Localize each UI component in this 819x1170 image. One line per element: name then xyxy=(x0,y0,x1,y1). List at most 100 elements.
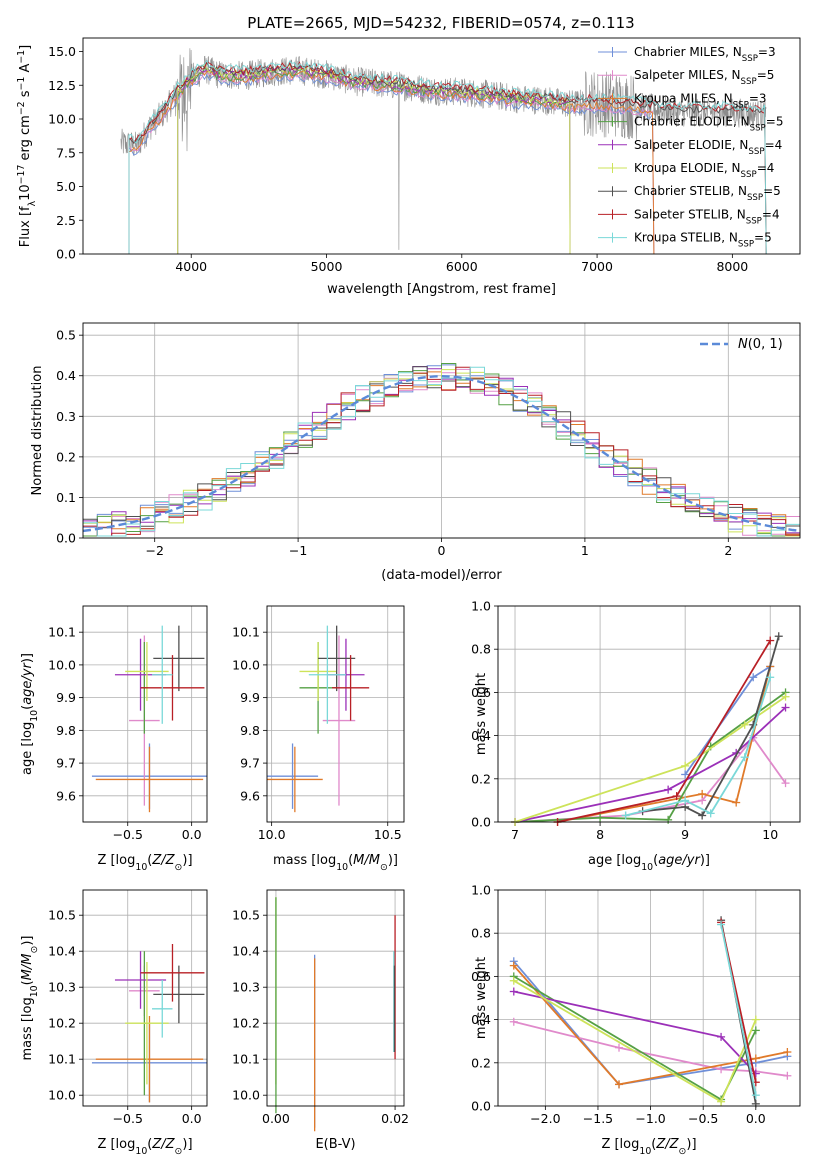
y-tick-label: 0.2 xyxy=(56,449,76,464)
mass_vs_ebv-axis-labels: E(B-V) xyxy=(315,1137,355,1152)
weight-marker-kroupa-miles xyxy=(509,961,518,970)
weight-marker-kroupa-stelib xyxy=(681,796,690,805)
y-tick-label: 0.2 xyxy=(471,771,491,786)
y-tick-label: 0.0 xyxy=(471,1099,491,1114)
spectrum-legend: Chabrier MILES, NSSP=3 Salpeter MILES, NS… xyxy=(598,45,783,250)
weight-marker-salpeter-miles xyxy=(781,779,790,788)
y-axis-label: mass weight xyxy=(474,957,489,1039)
axes-frame xyxy=(266,605,405,823)
age_vs_Z-plot-area xyxy=(91,625,207,813)
weight-line-kroupa-miles xyxy=(513,965,788,1086)
model-spectrum-kroupa-stelib xyxy=(128,59,767,255)
weight-marker-chabrier-miles xyxy=(749,673,758,682)
legend-label-chabrier-elodie: Chabrier ELODIE, NSSP=5 xyxy=(634,115,783,134)
weight-line-salpeter-elodie xyxy=(514,706,787,823)
weight-marker-salpeter-miles xyxy=(509,1017,518,1026)
weight-marker-chabrier-elodie xyxy=(664,815,673,824)
weight-line-kroupa-stelib xyxy=(720,924,757,1096)
y-tick-label: 2.5 xyxy=(56,213,76,228)
age_vs_mass-plot-area xyxy=(267,625,370,813)
legend-label-salpeter-elodie: Salpeter ELODIE, NSSP=4 xyxy=(634,138,782,157)
histogram-kroupa-stelib xyxy=(83,366,800,537)
residuals-plot-area xyxy=(82,363,801,537)
x-tick-label: 7000 xyxy=(581,259,613,274)
y-tick-label: 0.4 xyxy=(471,728,491,743)
y-tick-label: 0.3 xyxy=(56,409,76,424)
y-tick-label: 12.5 xyxy=(48,78,76,93)
x-tick-label: 0.0 xyxy=(182,827,202,842)
y-tick-label: 10.0 xyxy=(232,1088,260,1103)
y-axis-label: Flux [fλ10−17 erg cm−2 s−1 A−1] xyxy=(16,45,38,247)
x-tick-label: −1.5 xyxy=(583,1111,613,1126)
weight_vs_age-axis-labels: age [log10(age/yr)] mass weight xyxy=(474,673,710,873)
x-tick-label: −0.5 xyxy=(113,1111,143,1126)
y-tick-label: 10.0 xyxy=(48,1088,76,1103)
axes-frame xyxy=(497,889,801,1107)
y-tick-label: 7.5 xyxy=(56,145,76,160)
y-axis-label: age [log10(age/yr)] xyxy=(20,653,40,775)
x-tick-label: 2 xyxy=(724,543,732,558)
y-axis-label: mass weight xyxy=(474,673,489,755)
y-tick-label: 10.3 xyxy=(232,980,260,995)
y-tick-label: 10.5 xyxy=(48,908,76,923)
x-tick-label: 6000 xyxy=(446,259,478,274)
y-tick-label: 0.4 xyxy=(471,1012,491,1027)
x-axis-label: Z [log10(Z/Z⊙)] xyxy=(97,853,192,873)
spectrum-axis-labels: wavelength [Angstrom, rest frame] Flux [f… xyxy=(16,45,556,297)
x-tick-label: 0.0 xyxy=(182,1111,202,1126)
weight-marker-kroupa-elodie xyxy=(740,720,749,729)
weight-marker-kroupa-stelib xyxy=(766,673,775,682)
mass_vs_Z-axes: −0.5 0.0 10.0 10.1 10.2 10.3 10.4 10.5 xyxy=(48,890,207,1126)
weight-marker-chabrier-elodie xyxy=(596,813,605,822)
y-tick-label: 0.5 xyxy=(56,328,76,343)
x-tick-label: 8000 xyxy=(716,259,748,274)
weight-marker-salpeter-miles xyxy=(615,1043,624,1052)
weight-marker-kroupa-stelib xyxy=(706,809,715,818)
y-tick-label: 0.0 xyxy=(471,815,491,830)
x-tick-label: −1 xyxy=(289,543,307,558)
axes-frame xyxy=(497,605,801,823)
axes-frame xyxy=(82,605,208,823)
y-tick-label: 0.8 xyxy=(471,642,491,657)
y-tick-label: 10.0 xyxy=(48,112,76,127)
residuals-legend: N(0, 1) xyxy=(700,337,783,352)
spectrum-axes: 4000 5000 6000 7000 8000 0.0 2.5 5.0 7.5 10.0 12.5… xyxy=(48,44,748,274)
x-tick-label: 0.02 xyxy=(381,1111,409,1126)
legend-label-chabrier-stelib: Chabrier STELIB, NSSP=5 xyxy=(634,184,781,203)
y-tick-label: 1.0 xyxy=(471,883,491,898)
weight-marker-salpeter-elodie xyxy=(509,987,518,996)
x-tick-label: 9 xyxy=(681,827,689,842)
y-tick-label: 1.0 xyxy=(471,599,491,614)
weight-marker-salpeter-stelib xyxy=(672,792,681,801)
y-tick-label: 0.4 xyxy=(56,368,76,383)
x-tick-label: 0.0 xyxy=(746,1111,766,1126)
x-tick-label: 1 xyxy=(581,543,589,558)
y-tick-label: 0.0 xyxy=(56,247,76,262)
y-tick-label: 10.4 xyxy=(48,944,76,959)
weight-marker-kroupa-stelib xyxy=(751,1091,760,1100)
weight-marker-salpeter-elodie xyxy=(717,1032,726,1041)
x-tick-label: 4000 xyxy=(175,259,207,274)
axes-frame xyxy=(82,37,801,255)
y-tick-label: 0.0 xyxy=(56,531,76,546)
axes-frame xyxy=(82,322,801,539)
y-tick-label: 5.0 xyxy=(56,179,76,194)
y-axis-label: mass [log10(M/M⊙)] xyxy=(20,936,40,1061)
x-axis-label: E(B-V) xyxy=(315,1137,355,1152)
weight-marker-salpeter-miles xyxy=(783,1071,792,1080)
model-spectrum-chabrier-stelib xyxy=(128,61,767,255)
y-tick-label: 10.0 xyxy=(232,657,260,672)
x-tick-label: −0.5 xyxy=(688,1111,718,1126)
y-tick-label: 0.2 xyxy=(471,1055,491,1070)
y-tick-label: 0.6 xyxy=(471,969,491,984)
x-tick-label: 0.00 xyxy=(262,1111,290,1126)
x-tick-label: 8 xyxy=(596,827,604,842)
x-tick-label: 0 xyxy=(438,543,446,558)
x-axis-label: age [log10(age/yr)] xyxy=(588,853,710,873)
y-tick-label: 0.8 xyxy=(471,926,491,941)
weight-marker-salpeter-elodie xyxy=(781,703,790,712)
x-tick-label: 5000 xyxy=(311,259,343,274)
y-axis-label: Normed distribution xyxy=(30,366,45,496)
legend-label-chabrier-miles: Chabrier MILES, NSSP=3 xyxy=(634,45,776,64)
weight-marker-kroupa-elodie xyxy=(681,761,690,770)
